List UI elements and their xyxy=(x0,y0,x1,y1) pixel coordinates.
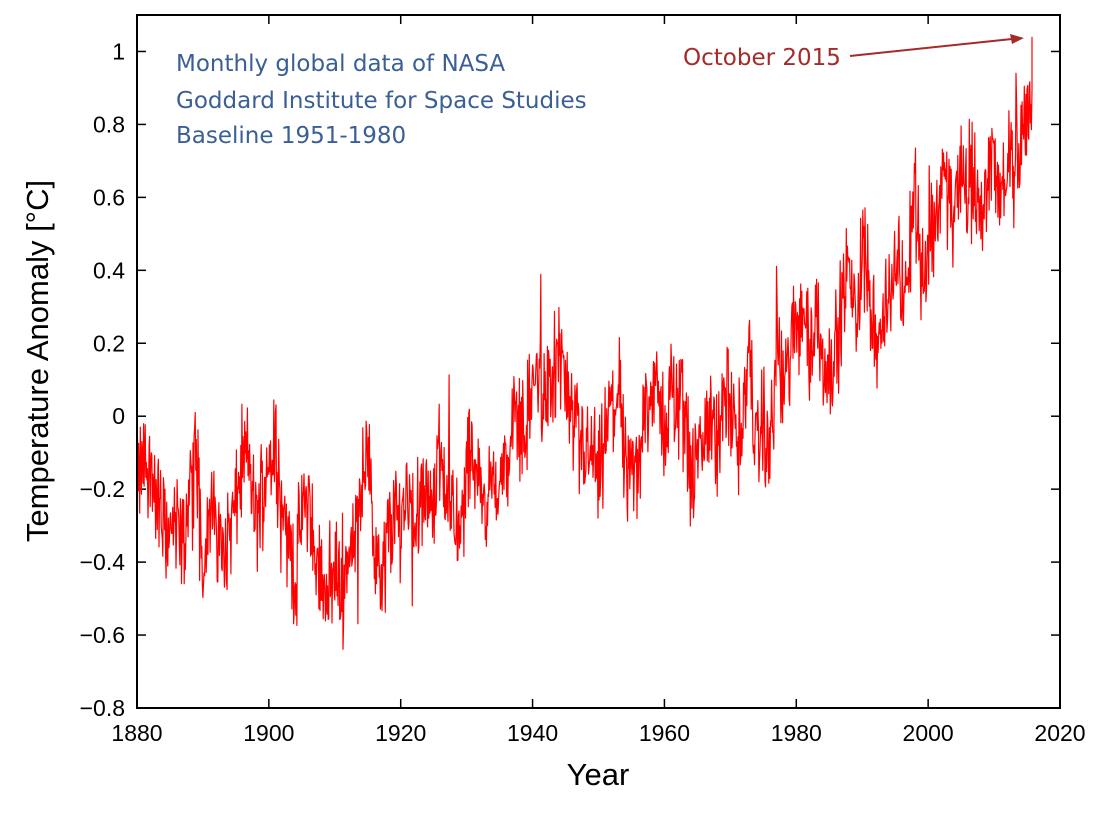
x-tick-label: 1900 xyxy=(243,720,294,746)
y-tick-label: −0.2 xyxy=(80,476,125,502)
plot-area xyxy=(137,15,1060,708)
source-annotation: Monthly global data of NASA Goddard Inst… xyxy=(176,51,587,149)
peak-arrow-icon xyxy=(849,38,1013,57)
x-tick-label: 1980 xyxy=(771,720,822,746)
y-tick-label: 0 xyxy=(112,403,125,429)
y-axis-title: Temperature Anomaly [°C] xyxy=(20,180,55,542)
y-tick-label: 0.4 xyxy=(93,257,125,283)
x-tick-label: 1880 xyxy=(111,720,162,746)
y-tick-label: 1 xyxy=(112,38,125,64)
source-line-1: Monthly global data of NASA xyxy=(176,51,505,77)
peak-label: October 2015 xyxy=(683,45,841,71)
y-tick-label: 0.6 xyxy=(93,184,125,210)
x-tick-label: 1940 xyxy=(507,720,558,746)
y-tick-label: −0.8 xyxy=(80,695,125,721)
x-tick-label: 2020 xyxy=(1034,720,1085,746)
x-axis-title: Year xyxy=(567,757,630,792)
x-tick-label: 1920 xyxy=(375,720,426,746)
temperature-anomaly-line xyxy=(136,36,1033,650)
source-line-2: Goddard Institute for Space Studies xyxy=(176,88,587,114)
y-tick-label: 0.2 xyxy=(93,330,125,356)
x-tick-label: 2000 xyxy=(903,720,954,746)
x-tick-label: 1960 xyxy=(639,720,690,746)
plot-frame xyxy=(136,14,1061,709)
x-tick-labels: 1880 1900 1920 1940 1960 1980 2000 2020 xyxy=(111,720,1085,746)
source-line-3: Baseline 1951-1980 xyxy=(176,123,406,149)
y-tick-label: −0.4 xyxy=(80,549,126,575)
y-tick-labels: −0.8 −0.6 −0.4 −0.2 0 0.2 0.4 0.6 0.8 1 xyxy=(80,38,126,721)
peak-annotation: October 2015 xyxy=(683,34,1024,71)
y-tick-label: −0.6 xyxy=(80,622,125,648)
arrow-head-icon xyxy=(1010,34,1024,44)
y-tick-label: 0.8 xyxy=(93,111,125,137)
